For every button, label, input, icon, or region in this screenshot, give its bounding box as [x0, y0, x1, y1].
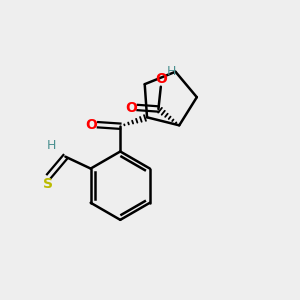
Text: O: O — [155, 72, 167, 86]
Text: H: H — [46, 139, 56, 152]
Text: O: O — [85, 118, 98, 132]
Text: H: H — [167, 65, 176, 78]
Text: S: S — [43, 177, 52, 191]
Text: O: O — [125, 100, 137, 115]
